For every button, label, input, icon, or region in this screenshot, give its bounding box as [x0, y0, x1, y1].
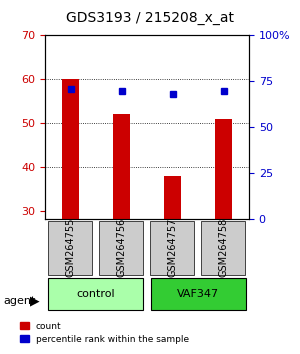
Text: GSM264758: GSM264758	[218, 218, 229, 278]
FancyBboxPatch shape	[151, 278, 247, 310]
FancyBboxPatch shape	[99, 221, 143, 275]
Text: VAF347: VAF347	[177, 289, 219, 299]
Bar	[214, 119, 232, 219]
Bar	[61, 79, 80, 219]
Text: GSM264756: GSM264756	[116, 218, 127, 278]
Legend: count, percentile rank within the sample: count, percentile rank within the sample	[20, 321, 189, 344]
Text: GSM264757: GSM264757	[167, 218, 178, 278]
Text: agent: agent	[3, 296, 35, 306]
Text: control: control	[77, 289, 115, 299]
Text: GDS3193 / 215208_x_at: GDS3193 / 215208_x_at	[66, 11, 234, 25]
FancyBboxPatch shape	[47, 221, 92, 275]
FancyBboxPatch shape	[47, 278, 143, 310]
FancyBboxPatch shape	[201, 221, 245, 275]
Bar	[112, 114, 130, 219]
FancyBboxPatch shape	[150, 221, 194, 275]
Text: ▶: ▶	[30, 295, 40, 307]
Bar	[164, 176, 181, 219]
Text: GSM264755: GSM264755	[65, 218, 76, 278]
